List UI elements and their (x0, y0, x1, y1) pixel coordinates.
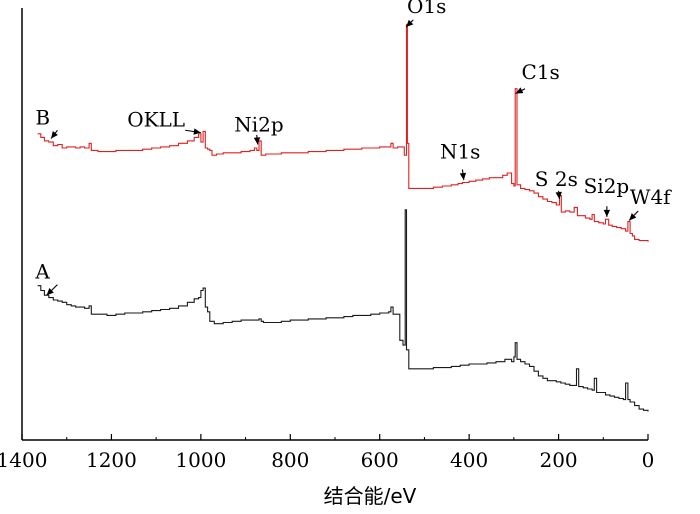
x-tick-label: 800 (271, 448, 309, 472)
x-tick-label: 200 (539, 448, 577, 472)
axes: 1400 1200 1000 800 600 400 200 0 (0, 8, 654, 472)
x-tick-label: 600 (361, 448, 399, 472)
peak-label: Ni2p (234, 112, 283, 136)
peak-arrow-head (253, 137, 261, 145)
series-B-label: B (35, 105, 50, 129)
x-tick-label: 1000 (175, 448, 226, 472)
peak-label: Si2p (584, 174, 630, 198)
series-layer (37, 24, 649, 412)
peak-label: W4f (630, 185, 672, 209)
x-tick-label: 400 (450, 448, 488, 472)
x-tick-label: 1200 (86, 448, 137, 472)
peak-arrow-head (515, 87, 524, 94)
series-B-line (37, 24, 649, 242)
peak-arrow-head (193, 128, 201, 135)
peak-label: S 2s (535, 167, 578, 191)
annotation-layer: B A O1s C1s OKLL Ni2p N1s S 2s Si2p W4f (34, 0, 672, 296)
peak-arrow-head (555, 191, 562, 200)
peak-arrow-head (459, 172, 467, 181)
series-B-arrow-head (51, 131, 58, 139)
series-A-line (37, 209, 649, 412)
peak-arrow-head (603, 209, 611, 217)
x-tick-label: 0 (642, 448, 655, 472)
peak-label: C1s (522, 60, 560, 84)
peak-arrow-head (629, 213, 637, 221)
x-tick-label: 1400 (0, 448, 47, 472)
peak-arrow-head (406, 19, 414, 27)
x-axis-title: 结合能/eV (324, 484, 417, 508)
series-A-label: A (34, 260, 50, 284)
peak-label: N1s (440, 140, 481, 164)
peak-label: OKLL (127, 108, 185, 132)
series-A-arrow-head (46, 288, 54, 296)
peak-label: O1s (407, 0, 446, 18)
